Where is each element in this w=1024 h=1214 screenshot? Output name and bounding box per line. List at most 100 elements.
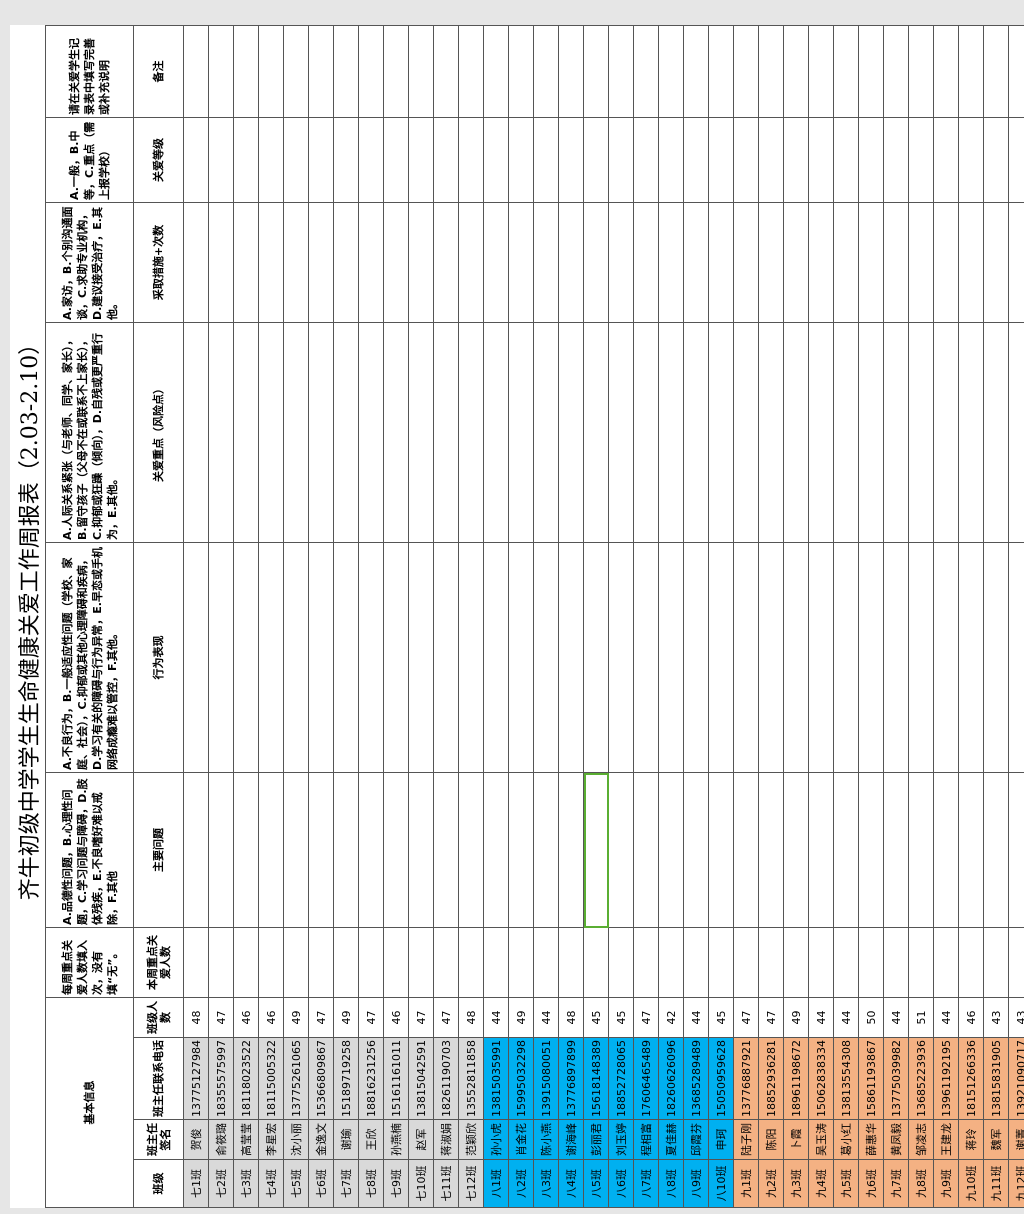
- cell: [308, 772, 334, 928]
- cell: [233, 25, 259, 118]
- cell: [958, 542, 984, 773]
- cell: 43: [983, 997, 1009, 1038]
- cell: [283, 202, 309, 323]
- cell: [883, 117, 909, 203]
- data-row: 八6班 刘玉婷 18852728065 45: [608, 25, 634, 1208]
- cell: 13815831905: [983, 1037, 1009, 1120]
- cell: 八6班: [608, 1159, 634, 1208]
- cell: 44: [483, 997, 509, 1038]
- cell: 赵军: [408, 1119, 434, 1160]
- cell: [1008, 772, 1024, 928]
- cell: [758, 542, 784, 773]
- cell: [783, 927, 809, 998]
- cell: 18355575997: [208, 1037, 234, 1120]
- cell: [958, 25, 984, 118]
- cell: [783, 202, 809, 323]
- cell: 48: [183, 997, 209, 1038]
- cell: 陈小燕: [533, 1119, 559, 1160]
- cell: 八10班: [708, 1159, 734, 1208]
- data-row: 七4班 李星宏 18115005322 46: [258, 25, 284, 1208]
- column-note: 每周重点关爱人数填入次，没有填“无”。: [45, 927, 134, 998]
- data-row: 九9班 王建龙 13961192195 44: [933, 25, 959, 1208]
- cell: [833, 117, 859, 203]
- cell: 13685289489: [683, 1037, 709, 1120]
- cell: [808, 322, 834, 543]
- cell: [883, 25, 909, 118]
- cell: [983, 322, 1009, 543]
- cell: [833, 542, 859, 773]
- cell: [483, 25, 509, 118]
- cell: [558, 772, 584, 928]
- cell: [858, 927, 884, 998]
- cell: 七1班: [183, 1159, 209, 1208]
- column-header: 关爱重点（风险点）: [133, 322, 184, 543]
- cell: [958, 772, 984, 928]
- cell: [808, 202, 834, 323]
- data-row: 七12班 范颖欣 13552811858 48: [458, 25, 484, 1208]
- cell: [358, 542, 384, 773]
- cell: [333, 117, 359, 203]
- cell: [533, 927, 559, 998]
- cell: [658, 117, 684, 203]
- cell: 47: [433, 997, 459, 1038]
- data-row: 七10班 赵军 13815042591 47: [408, 25, 434, 1208]
- cell: [283, 117, 309, 203]
- data-row: 八8班 夏佳赫 18260626096 42: [658, 25, 684, 1208]
- cell: [533, 117, 559, 203]
- cell: 49: [783, 997, 809, 1038]
- cell: [383, 322, 409, 543]
- cell: [308, 117, 334, 203]
- cell: [533, 25, 559, 118]
- cell: [233, 322, 259, 543]
- cell: [458, 117, 484, 203]
- cell: 蒋玲: [958, 1119, 984, 1160]
- cell: 七11班: [433, 1159, 459, 1208]
- cell: [608, 322, 634, 543]
- cell: [733, 772, 759, 928]
- cell: [208, 25, 234, 118]
- cell: [858, 202, 884, 323]
- cell: 51: [908, 997, 934, 1038]
- cell: [233, 202, 259, 323]
- cell: [783, 542, 809, 773]
- cell: [683, 25, 709, 118]
- cell: 八3班: [533, 1159, 559, 1208]
- cell: [308, 202, 334, 323]
- cell: [733, 322, 759, 543]
- data-row: 九12班 谢菁 13921090717 43: [1008, 25, 1024, 1208]
- cell: [358, 25, 384, 118]
- data-row: 七3班 高莹莹 18118023522 46: [233, 25, 259, 1208]
- cell: 八1班: [483, 1159, 509, 1208]
- column-note: A.不良行为，B.一般适应性问题（学校、家庭、社会），C.抑郁或其他心理障碍和疾…: [45, 542, 134, 773]
- cell: [683, 322, 709, 543]
- cell: 九12班: [1008, 1159, 1024, 1208]
- cell: [608, 25, 634, 118]
- cell: 13775039982: [883, 1037, 909, 1120]
- data-row: 七7班 谢瑜 15189719258 49: [333, 25, 359, 1208]
- cell: [833, 927, 859, 998]
- cell: [808, 927, 834, 998]
- data-row: 八1班 孙小虎 13815035991 44: [483, 25, 509, 1208]
- cell: [558, 25, 584, 118]
- cell: [883, 202, 909, 323]
- data-row: 八9班 邱霞芬 13685289489 44: [683, 25, 709, 1208]
- cell: 45: [608, 997, 634, 1038]
- cell: [383, 772, 409, 928]
- cell: [933, 772, 959, 928]
- cell: 15062838334: [808, 1037, 834, 1120]
- cell: [458, 322, 484, 543]
- cell: [308, 927, 334, 998]
- cell: 高莹莹: [233, 1119, 259, 1160]
- cell: [908, 25, 934, 118]
- cell: [808, 25, 834, 118]
- cell: 九9班: [933, 1159, 959, 1208]
- data-row: 九8班 邹凌志 13685223936 51: [908, 25, 934, 1208]
- data-row: 七11班 蒋淑娟 18261190703 47: [433, 25, 459, 1208]
- cell: [883, 772, 909, 928]
- cell: [658, 772, 684, 928]
- cell: [283, 25, 309, 118]
- cell: [333, 542, 359, 773]
- cell: [333, 927, 359, 998]
- cell: 43: [1008, 997, 1024, 1038]
